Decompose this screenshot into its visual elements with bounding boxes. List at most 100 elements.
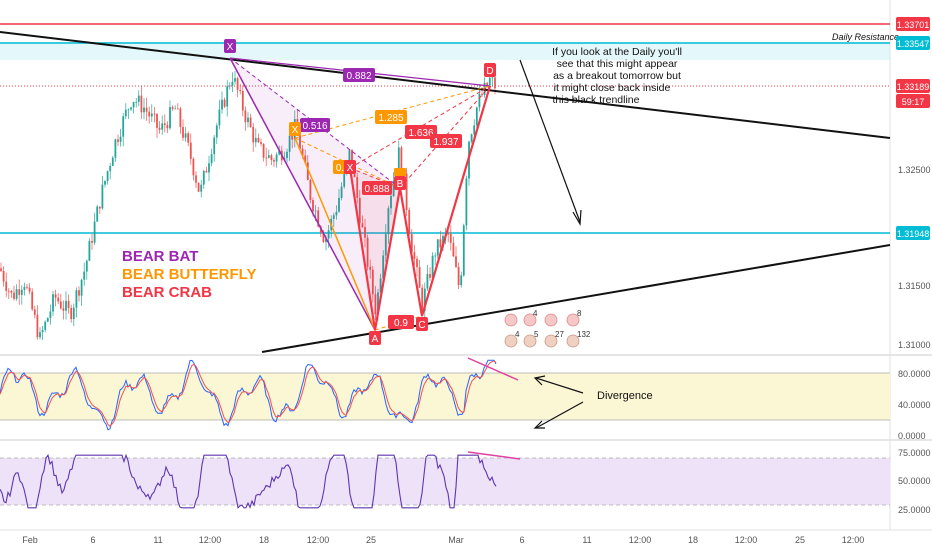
- candle-body: [106, 171, 109, 181]
- ascending-trendline[interactable]: [261, 244, 891, 353]
- candle-body: [171, 107, 174, 109]
- candle-body: [166, 125, 169, 129]
- candle-body: [70, 307, 73, 320]
- candle-body: [184, 133, 187, 138]
- event-flag-ca-2[interactable]: [523, 313, 537, 327]
- candle-body: [447, 233, 450, 235]
- time-tick-1200-a: 12:00: [199, 535, 222, 545]
- annotation-note[interactable]: If you look at the Daily you'll see that…: [552, 46, 682, 106]
- candle-body: [44, 321, 47, 330]
- point-d-label: D: [486, 66, 493, 77]
- time-tick-18b: 18: [688, 535, 698, 545]
- stoch-d-line: [0, 360, 497, 428]
- candle-body: [356, 177, 359, 198]
- event-badges[interactable]: 4 8 4 5 27 132: [504, 309, 591, 348]
- candle-body: [200, 184, 203, 192]
- ratio-label-partial-ac[interactable]: 0.9: [388, 315, 414, 329]
- note-line-3: as a breakout tomorrow but: [553, 70, 681, 82]
- note-line-4: it might close back inside: [554, 82, 671, 94]
- time-axis[interactable]: Feb 6 11 12:00 18 12:00 25 Mar 6 11 12:0…: [22, 535, 864, 545]
- candle-body: [114, 139, 117, 158]
- candle-body: [418, 267, 421, 288]
- point-a[interactable]: A: [369, 331, 381, 345]
- event-flag-ca-4[interactable]: [566, 313, 580, 327]
- candle-body: [325, 238, 327, 243]
- event-count-1: 4: [533, 309, 538, 318]
- candle-body: [210, 154, 213, 164]
- rsi-pane[interactable]: 75.0000 50.0000 25.0000: [0, 448, 931, 515]
- candle-body: [364, 227, 366, 238]
- candle-body: [429, 274, 431, 278]
- point-d[interactable]: D: [484, 63, 496, 77]
- candle-body: [436, 239, 439, 256]
- candle-body: [270, 155, 273, 161]
- candle-body: [299, 131, 301, 149]
- ratio-text-1285: 1.285: [378, 113, 403, 124]
- candle-body: [226, 86, 229, 107]
- candle-body: [218, 109, 221, 126]
- ratio-label-1937[interactable]: 1.937: [430, 134, 462, 148]
- event-flag-ca-3[interactable]: [544, 313, 558, 327]
- stochastic-pane[interactable]: 80.0000 40.0000 0.0000: [0, 357, 931, 441]
- candle-body: [449, 233, 452, 243]
- candle-body: [366, 237, 369, 267]
- candle-body: [208, 163, 210, 173]
- ratio-label-0888[interactable]: 0.888: [362, 181, 392, 195]
- ratio-text-partial-ac: 0.9: [394, 318, 408, 329]
- candle-body: [408, 209, 411, 235]
- time-tick-1200-c: 12:00: [629, 535, 652, 545]
- candle-body: [473, 125, 476, 135]
- price-axis[interactable]: 1.33701 1.33547 1.33189 59:17 1.31948 1.…: [896, 17, 931, 350]
- ratio-label-0516[interactable]: 0.516: [300, 118, 330, 132]
- crab-fill: [350, 168, 400, 330]
- candle-body: [0, 268, 2, 271]
- candle-body: [119, 136, 122, 142]
- point-x-bat[interactable]: X: [224, 39, 236, 53]
- candle-body: [124, 109, 127, 117]
- down-arrow-annotation[interactable]: [519, 59, 582, 226]
- candle-body: [465, 178, 468, 226]
- price-tag-1-33701: [896, 17, 930, 31]
- candle-body: [98, 206, 101, 209]
- candle-body: [156, 113, 158, 128]
- point-c[interactable]: C: [416, 317, 428, 331]
- point-x-crab[interactable]: X: [344, 160, 356, 174]
- candle-body: [317, 210, 320, 227]
- candle-body: [247, 117, 249, 123]
- candle-body: [202, 170, 205, 185]
- ratio-label-partial-left[interactable]: 0.: [333, 160, 347, 174]
- event-flag-us-4[interactable]: [566, 334, 580, 348]
- divergence-annotation[interactable]: Divergence: [533, 375, 653, 429]
- event-flag-us-2[interactable]: [523, 334, 537, 348]
- ratio-text-0516: 0.516: [302, 121, 327, 132]
- descending-trendline[interactable]: [0, 31, 891, 139]
- candle-body: [189, 142, 192, 159]
- ratio-label-1285[interactable]: 1.285: [375, 110, 407, 124]
- point-x-butterfly[interactable]: X: [289, 122, 301, 136]
- candle-body: [343, 170, 346, 187]
- candle-body: [31, 291, 34, 310]
- event-flag-ca-1[interactable]: [504, 313, 518, 327]
- candle-body: [72, 307, 75, 320]
- candle-body: [434, 255, 437, 257]
- point-b[interactable]: B: [394, 168, 406, 190]
- crab-bd-line: [399, 85, 491, 189]
- time-tick-1200-d: 12:00: [735, 535, 758, 545]
- stoch-band: [0, 373, 890, 420]
- candle-body: [382, 255, 385, 279]
- candle-body: [49, 311, 52, 319]
- candle-body: [205, 170, 208, 173]
- candle-body: [262, 143, 265, 158]
- candle-body: [83, 271, 86, 280]
- candle-body: [88, 241, 91, 261]
- candle-body: [304, 155, 307, 163]
- event-flag-us-3[interactable]: [544, 334, 558, 348]
- ratio-label-1636[interactable]: 1.636: [405, 125, 437, 139]
- ratio-label-0882[interactable]: 0.882: [343, 68, 375, 82]
- candle-body: [358, 197, 361, 224]
- candle-body: [312, 199, 314, 212]
- candle-body: [486, 82, 489, 86]
- event-flag-us-1[interactable]: [504, 334, 518, 348]
- rsi-line: [0, 453, 497, 509]
